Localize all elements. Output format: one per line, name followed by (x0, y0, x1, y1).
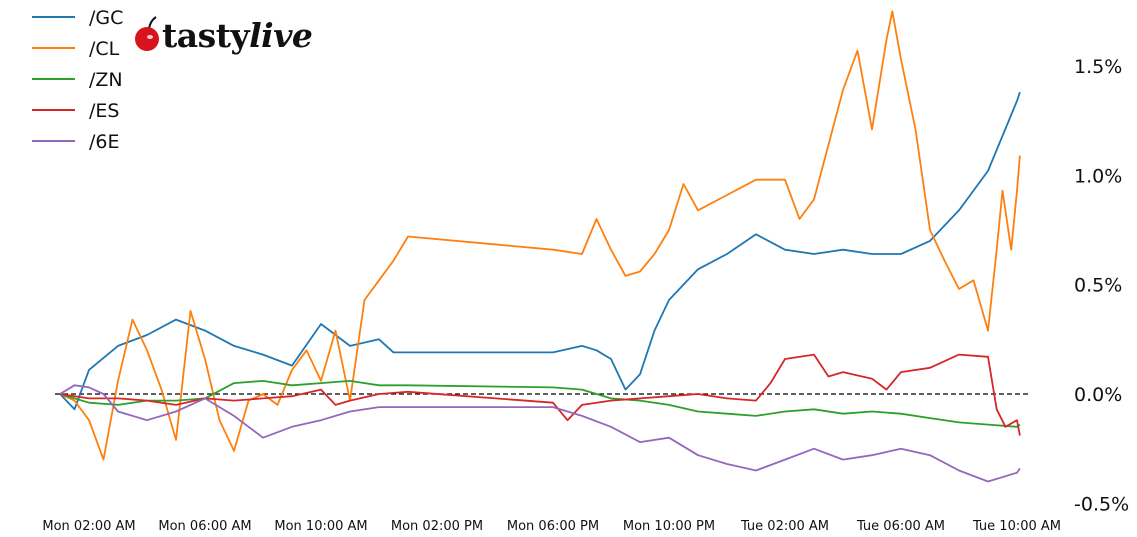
y-tick-label: 1.0% (1074, 165, 1122, 187)
legend-label: /ZN (89, 69, 123, 91)
legend-label: /6E (89, 131, 120, 153)
y-tick-label: 1.5% (1074, 56, 1122, 78)
y-tick-label: 0.5% (1074, 275, 1122, 297)
series-line-cl (59, 10, 1021, 461)
series-line-zn (59, 380, 1021, 428)
x-tick-label: Mon 10:00 AM (274, 519, 367, 534)
series-line-gc (59, 91, 1021, 411)
legend-label: /ES (89, 100, 119, 122)
x-tick-label: Mon 10:00 PM (623, 519, 715, 534)
series-line-es (59, 353, 1021, 436)
legend-label: /CL (89, 38, 120, 60)
tastylive-logo: tastylive (132, 10, 313, 60)
x-tick-label: Mon 06:00 AM (158, 519, 251, 534)
legend-label: /GC (89, 7, 123, 29)
cherry-icon (135, 16, 159, 51)
x-tick-label: Mon 02:00 AM (42, 519, 135, 534)
logo-text: tastylive (162, 15, 313, 55)
series-line-6e (59, 384, 1021, 483)
x-tick-label: Tue 10:00 AM (972, 519, 1061, 534)
x-tick-label: Tue 02:00 AM (740, 519, 829, 534)
y-tick-label: 0.0% (1074, 384, 1122, 406)
y-tick-label: -0.5% (1074, 493, 1129, 515)
x-tick-label: Mon 06:00 PM (507, 519, 599, 534)
x-tick-label: Mon 02:00 PM (391, 519, 483, 534)
x-tick-label: Tue 06:00 AM (856, 519, 945, 534)
